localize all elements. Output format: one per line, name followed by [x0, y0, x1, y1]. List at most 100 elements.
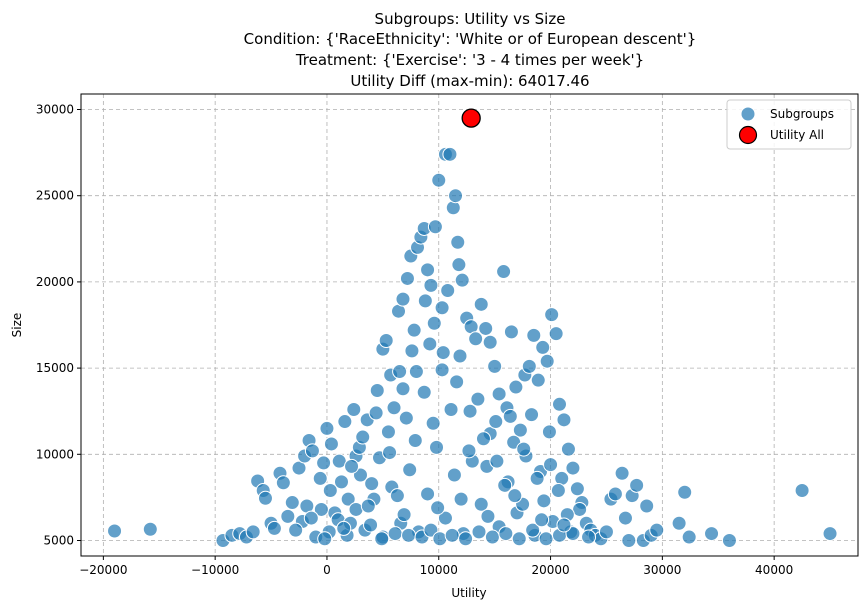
subgroup-point	[581, 529, 597, 545]
legend-box	[726, 99, 852, 150]
data-points	[107, 108, 838, 548]
subgroup-point	[425, 415, 441, 431]
title-line-1: Subgroups: Utility vs Size	[375, 10, 566, 28]
subgroup-point	[487, 358, 503, 374]
title-line-3: Treatment: {'Exercise': '3 - 4 times per…	[295, 51, 644, 69]
subgroup-point	[521, 358, 537, 374]
subgroup-point	[536, 493, 552, 509]
subgroup-point	[407, 433, 423, 448]
subgroup-point	[480, 508, 496, 524]
subgroup-point	[473, 296, 489, 312]
x-tick-label: 0	[323, 563, 331, 577]
subgroup-point	[398, 410, 414, 426]
subgroup-point	[621, 532, 637, 548]
subgroup-point	[454, 272, 470, 288]
subgroup-point	[431, 172, 447, 188]
subgroup-point	[280, 508, 296, 524]
x-axis-label: Utility	[451, 586, 486, 600]
subgroup-point	[369, 383, 385, 399]
subgroup-point	[380, 424, 396, 440]
subgroup-point	[434, 362, 450, 378]
y-tick-label: 20000	[36, 275, 74, 289]
subgroup-point	[408, 364, 424, 380]
subgroup-point	[491, 386, 507, 402]
subgroup-point	[406, 322, 422, 338]
subgroup-point	[508, 379, 524, 395]
legend-marker-utility-all	[738, 125, 758, 145]
subgroup-point	[451, 257, 467, 273]
x-tick-label: 10000	[420, 563, 458, 577]
subgroup-point	[704, 526, 720, 542]
subgroup-point	[548, 326, 564, 342]
subgroup-point	[534, 512, 550, 528]
subgroup-point	[404, 343, 420, 359]
subgroup-point	[364, 476, 380, 492]
subgroup-point	[565, 460, 581, 476]
subgroup-point	[471, 524, 487, 540]
subgroup-point	[496, 264, 512, 280]
subgroup-point	[550, 482, 566, 498]
subgroup-point	[378, 333, 394, 349]
subgroup-point	[475, 431, 491, 447]
subgroup-point	[257, 490, 273, 506]
subgroup-point	[382, 445, 398, 461]
subgroup-point	[368, 405, 384, 421]
subgroup-point	[452, 348, 468, 364]
subgroup-point	[598, 524, 614, 540]
utility-all-point	[461, 108, 481, 128]
subgroup-point	[535, 339, 551, 355]
subgroup-point	[482, 334, 498, 350]
subgroup-point	[288, 522, 304, 538]
subgroup-point	[677, 484, 693, 500]
subgroup-point	[649, 522, 665, 538]
y-tick-label: 5000	[43, 533, 74, 547]
subgroup-point	[395, 381, 411, 397]
subgroup-point	[551, 396, 567, 412]
subgroup-point	[556, 517, 572, 533]
subgroup-point	[396, 507, 412, 523]
subgroup-point	[560, 441, 576, 457]
subgroup-point	[107, 523, 123, 539]
subgroup-point	[426, 315, 442, 331]
subgroup-point	[473, 496, 489, 512]
subgroup-point	[507, 488, 523, 504]
y-tick-label: 25000	[36, 189, 74, 203]
x-tick-label: −20000	[79, 563, 127, 577]
subgroup-point	[317, 531, 333, 547]
subgroup-point	[629, 477, 645, 493]
subgroup-point	[319, 420, 335, 436]
subgroup-point	[142, 521, 158, 537]
subgroup-point	[284, 495, 300, 511]
subgroup-point	[470, 391, 486, 407]
subgroup-point	[435, 345, 451, 361]
subgroup-point	[340, 491, 356, 507]
subgroup-point	[432, 531, 448, 547]
subgroup-point	[245, 524, 261, 540]
legend-marker-subgroups	[740, 106, 756, 122]
subgroup-point	[539, 353, 555, 369]
subgroup-point	[614, 465, 630, 481]
subgroup-point	[275, 475, 291, 491]
x-tick-label: −10000	[191, 563, 239, 577]
subgroup-point	[497, 477, 513, 493]
subgroup-point	[437, 510, 453, 526]
subgroup-point	[399, 270, 415, 286]
subgroup-point	[291, 460, 307, 476]
subgroup-point	[671, 515, 687, 531]
subgroup-point	[569, 481, 585, 497]
y-axis-label: Size	[10, 313, 24, 338]
subgroup-point	[420, 262, 436, 278]
subgroup-point	[344, 458, 360, 474]
legend-label-utility-all: Utility All	[770, 128, 824, 142]
subgroup-point	[489, 453, 505, 469]
subgroup-point	[440, 283, 456, 299]
title-line-2: Condition: {'RaceEthnicity': 'White or o…	[244, 30, 697, 48]
subgroup-point	[374, 531, 390, 547]
subgroup-point	[429, 439, 445, 455]
subgroup-point	[316, 455, 332, 471]
subgroup-point	[449, 374, 465, 390]
subgroup-point	[442, 146, 458, 162]
y-tick-label: 10000	[36, 447, 74, 461]
subgroup-point	[450, 234, 466, 250]
subgroup-point	[422, 336, 438, 352]
